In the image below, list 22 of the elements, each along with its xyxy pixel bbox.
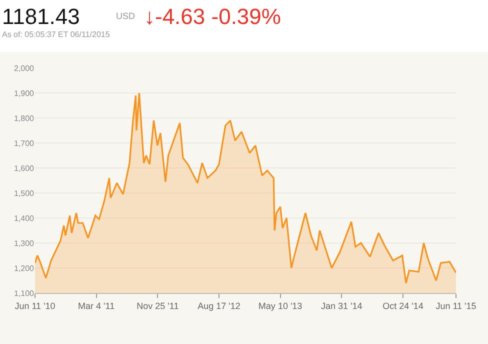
y-tick-label: 1,800 [14, 114, 35, 123]
y-tick-label: 1,700 [14, 138, 35, 148]
y-tick-label: 2,000 [14, 64, 35, 73]
y-tick-label: 1,200 [14, 264, 35, 273]
x-tick-label: Jan 31 '14 [321, 300, 362, 311]
x-tick-label: Jun 11 '15 [436, 300, 476, 311]
x-tick-label: Nov 25 '11 [136, 300, 179, 311]
text: ↓-4.63 -0.39% [144, 4, 281, 29]
x-tick-label: Aug 17 '12 [198, 300, 240, 311]
y-tick-label: 1,900 [14, 88, 35, 98]
chart-title: 1181.43 [2, 4, 80, 29]
x-tick-label: Oct 24 '14 [382, 300, 424, 311]
y-tick-label: 1,300 [14, 238, 35, 248]
y-tick-label: 1,400 [14, 214, 35, 223]
y-tick-label: 1,600 [14, 164, 35, 173]
x-tick-label: May 10 '13 [258, 300, 302, 311]
chart-subtitle: As of: 05:05:37 ET 06/11/2015 [2, 30, 110, 39]
x-tick-label: Jun 11 '10 [14, 300, 56, 311]
y-tick-label: 1,500 [14, 188, 35, 198]
text: USD [116, 11, 136, 21]
y-tick-label: 1,100 [14, 288, 35, 298]
x-tick-label: Mar 4 '11 [78, 300, 115, 311]
